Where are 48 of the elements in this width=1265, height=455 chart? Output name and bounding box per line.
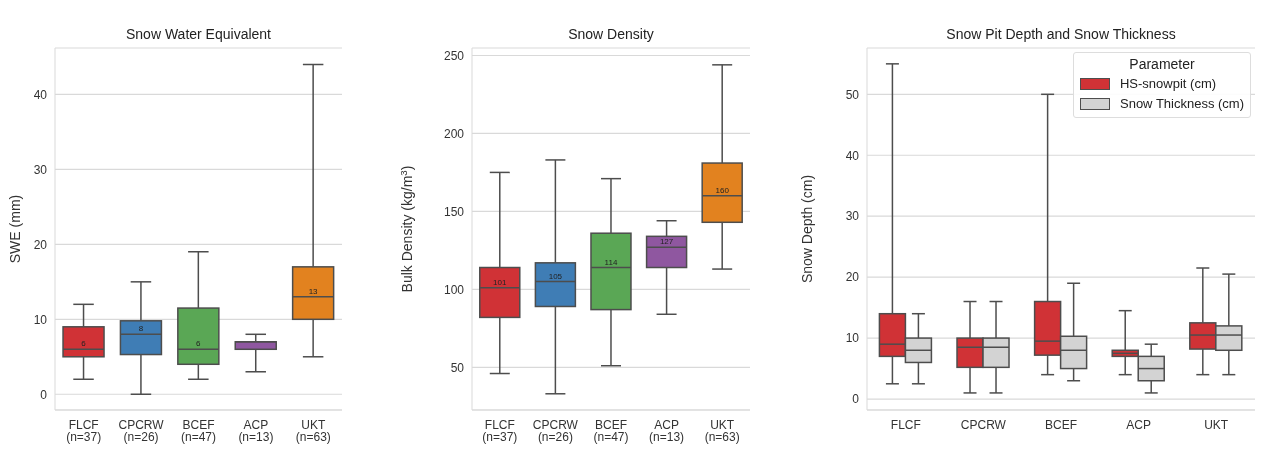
legend-title: Parameter <box>1128 56 1196 72</box>
text: 101 <box>493 277 507 287</box>
x-tick-label: FLCF (n=37) <box>482 418 518 445</box>
y-tick-label: 50 <box>450 360 465 375</box>
y-tick-label: 50 <box>845 87 860 102</box>
text: 127 <box>659 237 674 247</box>
x-tick-label: UKT (n=63) <box>704 418 740 445</box>
text: 105 <box>548 271 563 281</box>
text: 6 <box>196 339 201 349</box>
text: 8 <box>138 324 144 334</box>
x-tick-label: ACP (n=13) <box>238 418 274 445</box>
text: 13 <box>308 286 318 296</box>
chart-title: Snow Density <box>567 26 655 42</box>
x-tick-label: BCEF (n=47) <box>180 418 217 445</box>
y-tick-label: 10 <box>33 312 48 327</box>
x-tick-label: CPCRW (n=26) <box>118 418 165 445</box>
text: 6 <box>81 339 86 349</box>
x-tick-label: BCEF (n=47) <box>593 418 629 445</box>
y-tick-label: 30 <box>845 209 860 224</box>
x-tick-label: ACP (n=13) <box>649 418 685 445</box>
x-tick-label: BCEF <box>1044 418 1078 433</box>
y-tick-label: 20 <box>845 270 860 285</box>
legend-label: Snow Thickness (cm) <box>1119 95 1244 113</box>
text: 160 <box>715 185 729 195</box>
y-axis-title: Snow Depth (cm) <box>799 174 815 284</box>
y-tick-label: 200 <box>443 126 465 141</box>
x-tick-label: UKT (n=63) <box>295 418 331 445</box>
y-tick-label: 40 <box>33 87 48 102</box>
y-tick-label: 0 <box>852 392 860 407</box>
y-tick-label: 100 <box>443 282 465 297</box>
y-tick-label: 30 <box>33 162 48 177</box>
chart-title: Snow Water Equivalent <box>125 26 272 42</box>
x-tick-label: CPCRW <box>960 418 1007 433</box>
y-tick-label: 40 <box>845 148 860 163</box>
x-tick-label: FLCF <box>890 418 921 433</box>
y-tick-label: 20 <box>33 237 48 252</box>
y-tick-label: 150 <box>443 204 465 219</box>
x-tick-label: FLCF (n=37) <box>66 418 102 445</box>
y-tick-label: 250 <box>443 48 465 63</box>
y-axis-title: SWE (mm) <box>7 194 23 264</box>
y-tick-label: 0 <box>40 387 48 402</box>
y-tick-label: 10 <box>845 331 860 346</box>
chart-title: Snow Pit Depth and Snow Thickness <box>945 26 1177 42</box>
x-tick-label: CPCRW (n=26) <box>532 418 579 445</box>
text: 114 <box>604 257 618 267</box>
legend-label: HS-snowpit (cm) <box>1119 75 1217 93</box>
x-tick-label: UKT <box>1204 418 1229 433</box>
x-tick-label: ACP <box>1126 418 1151 433</box>
